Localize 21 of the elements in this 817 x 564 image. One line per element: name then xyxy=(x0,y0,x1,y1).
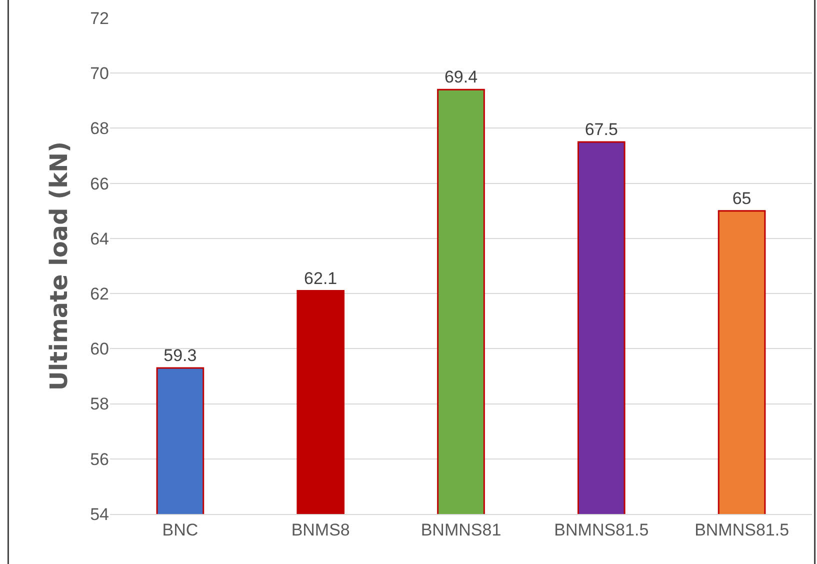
y-tick-label: 56 xyxy=(90,450,109,469)
y-tick-label: 68 xyxy=(90,119,109,138)
y-tick-label: 58 xyxy=(90,394,109,414)
data-label: 62.1 xyxy=(304,268,338,288)
data-label: 69.4 xyxy=(444,68,478,87)
y-tick-label: 66 xyxy=(90,174,109,194)
y-tick-label: 64 xyxy=(90,229,109,248)
x-tick-label: BNMNS81 xyxy=(420,520,502,540)
data-label: 65 xyxy=(732,188,752,208)
y-tick-label: 62 xyxy=(90,284,109,304)
y-tick-label: 72 xyxy=(90,8,109,28)
y-tick-label: 54 xyxy=(90,504,109,524)
y-axis-title: Ultimate load (kN) xyxy=(45,141,74,391)
x-tick-label: BNMNS81.5 xyxy=(694,520,790,540)
data-label: 67.5 xyxy=(584,120,618,139)
y-tick-label: 60 xyxy=(90,340,109,359)
x-tick-label: BNC xyxy=(162,520,198,540)
x-tick-label: BNMS8 xyxy=(291,520,350,540)
y-tick-label: 70 xyxy=(90,64,109,84)
x-tick-label: BNMNS81.5 xyxy=(554,520,649,540)
data-label: 59.3 xyxy=(164,346,197,365)
